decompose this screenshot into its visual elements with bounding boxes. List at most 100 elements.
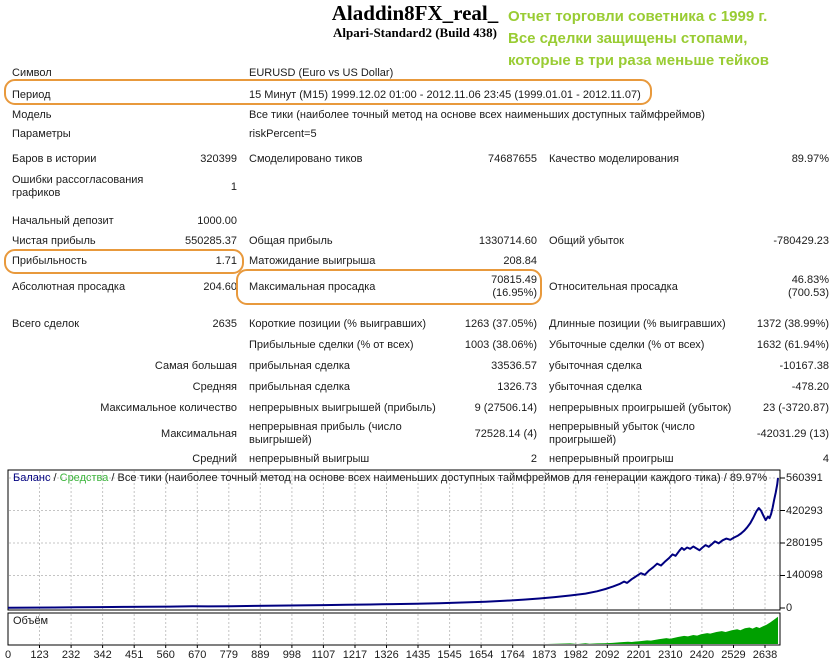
x-axis-label: 2201 — [626, 649, 652, 661]
row-label: непрерывных выигрышей (прибыль) — [249, 401, 436, 414]
x-axis-label: 1435 — [405, 649, 431, 661]
table-row-profitability: Прибыльность 1.71 Матожидание выигрыша 2… — [6, 251, 829, 271]
x-axis-label: 2529 — [721, 649, 746, 661]
table-row-model: Модель Все тики (наиболее точный метод н… — [6, 105, 829, 125]
row-value: 74687655 — [488, 152, 537, 165]
legend-description: Все тики (наиболее точный метод на основ… — [117, 472, 721, 484]
y-axis-label: 420293 — [786, 504, 823, 517]
row-value: 320399 — [200, 152, 237, 165]
row-label: Баров в истории — [12, 152, 97, 165]
row-label: прибыльная сделка — [249, 380, 351, 393]
row-label: убыточная сделка — [549, 380, 642, 393]
row-label: Короткие позиции (% выигравших) — [249, 317, 427, 330]
x-axis-label: 1873 — [531, 649, 557, 661]
row-label: Абсолютная просадка — [12, 280, 126, 293]
row-value: 33536.57 — [491, 359, 537, 372]
row-value: 1330714.60 — [478, 234, 537, 247]
x-axis-label: 670 — [188, 649, 207, 661]
row-value: 1 — [230, 180, 237, 193]
row-value: 1326.73 — [497, 380, 537, 393]
x-axis-label: 232 — [61, 649, 81, 661]
table-row-bars: Баров в истории 320399 Смоделировано тик… — [6, 149, 829, 169]
table-row-deposit: Начальный депозит 1000.00 — [6, 211, 829, 231]
annotation-line: которые в три раза меньше тейков — [508, 52, 769, 69]
x-axis-label: 123 — [30, 649, 49, 661]
row-label: Матожидание выигрыша — [249, 254, 376, 267]
x-axis-label: 451 — [124, 649, 144, 661]
row-label: Качество моделирования — [549, 152, 679, 165]
row-label: непрерывный проигрыш — [549, 452, 674, 465]
row-value: 1263 (37.05%) — [464, 317, 537, 330]
annotation-line: Отчет торговли советника с 1999 г. — [508, 8, 768, 25]
row-value: EURUSD (Euro vs US Dollar) — [249, 66, 394, 79]
x-axis-label: 2092 — [595, 649, 620, 661]
row-label: Максимальное количество — [100, 401, 237, 414]
row-label: Ошибки рассогласования графиков — [12, 174, 144, 199]
value-line: 70815.49 — [491, 274, 537, 286]
table-row-largest: Самая большая прибыльная сделка 33536.57… — [6, 356, 829, 376]
row-value: -478.20 — [791, 380, 829, 393]
row-value: -780429.23 — [773, 234, 829, 247]
legend-quality: 89.97% — [729, 472, 768, 484]
legend-balance: Баланс — [13, 472, 51, 484]
row-value: -42031.29 (13) — [756, 427, 829, 440]
row-label: Средняя — [192, 380, 237, 393]
row-label: Параметры — [12, 127, 71, 140]
table-row-params: Параметры riskPercent=5 — [6, 124, 829, 144]
y-axis-label: 280195 — [786, 537, 823, 549]
legend-separator: / — [50, 472, 60, 484]
row-label: Период — [12, 88, 51, 101]
row-label: непрерывная прибыль (число выигрышей) — [249, 421, 402, 446]
x-axis-label: 1107 — [311, 649, 336, 661]
row-value: 70815.49 (16.95%) — [412, 274, 537, 300]
row-label: Относительная просадка — [549, 280, 678, 293]
value-line: (16.95%) — [492, 287, 537, 299]
table-row-drawdown: Абсолютная просадка 204.60 Максимальная … — [6, 270, 829, 304]
value-line: (700.53) — [788, 287, 829, 299]
value-line: 46.83% — [791, 274, 829, 286]
row-label: Максимальная — [161, 427, 237, 440]
volume-panel-label: Объём — [13, 615, 49, 627]
row-label: Самая большая — [154, 359, 237, 372]
legend-separator: / — [108, 472, 118, 484]
row-value: -10167.38 — [779, 359, 829, 372]
annotation-text: Отчет торговли советника с 1999 г. Все с… — [508, 6, 834, 72]
y-axis-label: 560391 — [786, 472, 823, 484]
row-label: непрерывный убыток (число проигрышей) — [549, 421, 695, 446]
x-axis-label: 889 — [251, 649, 270, 661]
table-row-maximal: Максимальная непрерывная прибыль (число … — [6, 416, 829, 452]
row-value: 72528.14 (4) — [474, 427, 537, 440]
row-label: Общая прибыль — [249, 234, 333, 247]
row-label: Чистая прибыль — [12, 234, 96, 247]
row-label: Смоделировано тиков — [249, 152, 363, 165]
x-axis-label: 998 — [282, 649, 302, 661]
x-axis-label: 1982 — [563, 649, 588, 661]
row-value: 46.83% (700.53) — [712, 274, 829, 300]
row-label: непрерывный выигрыш — [249, 452, 370, 465]
row-value: 2635 — [212, 317, 237, 330]
x-axis-label: 1545 — [437, 649, 462, 661]
row-label: убыточная сделка — [549, 359, 642, 372]
x-axis-label: 0 — [4, 649, 12, 661]
row-label: Начальный депозит — [12, 214, 114, 227]
row-label: Модель — [12, 108, 52, 121]
annotation-line: Все сделки защищены стопами, — [508, 30, 748, 47]
row-value: 1372 (38.99%) — [756, 317, 829, 330]
row-label: Всего сделок — [12, 317, 80, 330]
table-row-average: Средняя прибыльная сделка 1326.73 убыточ… — [6, 377, 829, 397]
row-value: 1632 (61.94%) — [756, 338, 829, 351]
row-value: 204.60 — [203, 280, 237, 293]
row-value: Все тики (наиболее точный метод на основ… — [249, 108, 705, 121]
x-axis-label: 1764 — [500, 649, 525, 661]
x-axis-label: 1217 — [342, 649, 368, 661]
row-value: 4 — [822, 452, 829, 465]
x-axis-label: 2420 — [689, 649, 715, 661]
y-axis-label: 0 — [786, 602, 793, 614]
row-label: Общий убыток — [549, 234, 624, 247]
table-row-period: Период 15 Минут (M15) 1999.12.02 01:00 -… — [6, 85, 829, 105]
x-axis-label: 342 — [93, 649, 112, 661]
legend-separator: / — [720, 472, 730, 484]
row-value: riskPercent=5 — [249, 127, 317, 140]
x-axis-label: 1326 — [374, 649, 399, 661]
table-row-trades: Всего сделок 2635 Короткие позиции (% вы… — [6, 314, 829, 334]
